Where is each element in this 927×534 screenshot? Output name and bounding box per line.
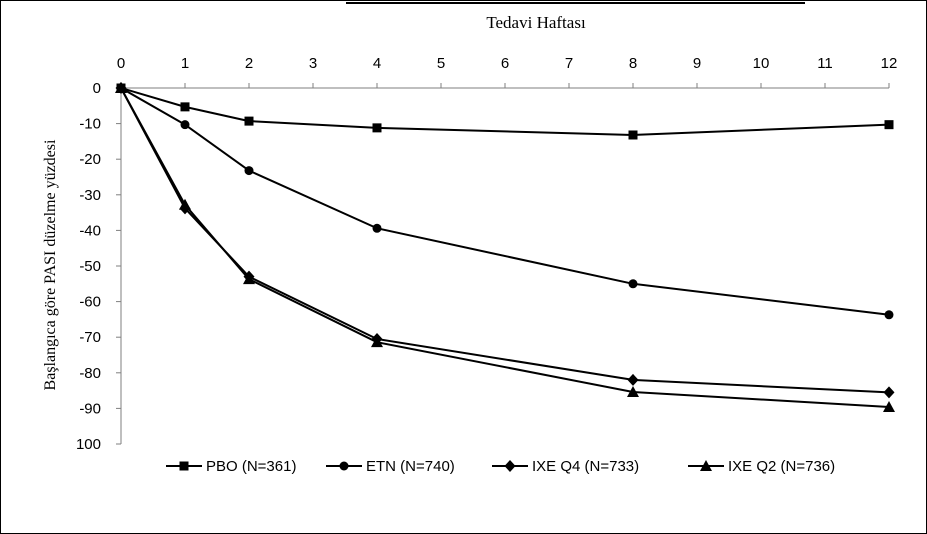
- data-point-circle: [628, 279, 638, 289]
- data-point-diamond: [883, 386, 895, 399]
- data-point-circle: [244, 166, 254, 176]
- data-point-square: [628, 130, 638, 140]
- y-tick-label: 100: [76, 436, 101, 453]
- y-tick-label: -30: [79, 187, 101, 204]
- data-point-triangle: [243, 273, 255, 285]
- x-tick-label: 1: [181, 55, 189, 72]
- legend-item: ETN (N=740): [326, 458, 455, 475]
- x-tick-labels: 0 1 2 3 4 5 6 7 8 9 10 11 12: [117, 55, 898, 72]
- data-point-square: [372, 123, 382, 133]
- legend-label: PBO (N=361): [206, 458, 296, 475]
- series-square: [116, 83, 894, 140]
- series-line: [120, 87, 890, 394]
- x-tick-label: 3: [309, 55, 317, 72]
- legend-marker-circle: [339, 461, 349, 471]
- y-tick-label: -70: [79, 329, 101, 346]
- x-tick-label: 7: [565, 55, 573, 72]
- legend-label: ETN (N=740): [366, 458, 455, 475]
- x-tick-label: 5: [437, 55, 445, 72]
- y-tick-label: -90: [79, 400, 101, 417]
- y-tick-label: -80: [79, 365, 101, 382]
- y-tick-labels: 0 -10 -20 -30 -40 -50 -60 -70 -80 -90 100: [76, 80, 101, 453]
- data-point-triangle: [627, 386, 639, 398]
- legend-marker-square: [179, 461, 189, 471]
- legend-item: IXE Q4 (N=733): [492, 458, 639, 475]
- series-line: [120, 87, 890, 408]
- data-point-triangle: [179, 198, 191, 210]
- x-tick-label: 12: [881, 55, 898, 72]
- x-tick-label: 6: [501, 55, 509, 72]
- data-point-circle: [180, 120, 190, 130]
- legend-item: IXE Q2 (N=736): [688, 458, 835, 475]
- data-point-diamond: [627, 373, 639, 386]
- x-tick-label: 10: [753, 55, 770, 72]
- legend-label: IXE Q2 (N=736): [728, 458, 835, 475]
- x-tick-label: 2: [245, 55, 253, 72]
- series-line: [120, 87, 890, 316]
- y-tick-label: -40: [79, 222, 101, 239]
- x-tick-label: 11: [817, 55, 833, 72]
- legend: PBO (N=361) ETN (N=740) IXE Q4 (N=733) IXE …: [166, 458, 835, 475]
- series-circle: [116, 83, 894, 320]
- legend-item: PBO (N=361): [166, 458, 296, 475]
- x-tick-label: 4: [373, 55, 381, 72]
- series-layer: [115, 82, 895, 412]
- legend-marker-diamond: [504, 460, 516, 472]
- legend-label: IXE Q4 (N=733): [532, 458, 639, 475]
- x-tick-label: 0: [117, 55, 125, 72]
- chart-title: Tedavi Haftası: [486, 13, 586, 32]
- data-point-circle: [884, 310, 894, 320]
- data-point-circle: [372, 223, 382, 233]
- y-tick-label: 0: [93, 80, 101, 97]
- y-tick-label: -20: [79, 151, 101, 168]
- y-tick-label: -60: [79, 294, 101, 311]
- x-tick-label: 8: [629, 55, 637, 72]
- series-triangle: [115, 82, 895, 412]
- axes: [116, 83, 890, 445]
- data-point-square: [884, 120, 894, 130]
- x-tick-label: 9: [693, 55, 701, 72]
- data-point-square: [180, 102, 190, 112]
- y-tick-label: -10: [79, 116, 101, 133]
- data-point-triangle: [371, 336, 383, 348]
- y-tick-label: -50: [79, 258, 101, 275]
- data-point-triangle: [883, 400, 895, 412]
- y-axis-label: Başlangıca göre PASI düzelme yüzdesi: [42, 139, 59, 390]
- legend-marker-triangle: [700, 460, 712, 471]
- data-point-square: [244, 116, 254, 126]
- series-line: [120, 87, 890, 136]
- data-point-triangle: [115, 82, 127, 93]
